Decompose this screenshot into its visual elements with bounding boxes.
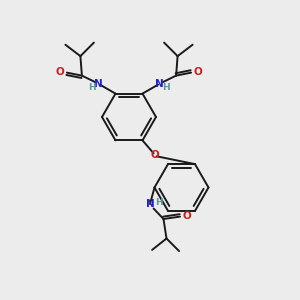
Text: H: H (88, 83, 96, 92)
Text: N: N (146, 199, 154, 209)
Text: H: H (162, 83, 170, 92)
Text: H: H (155, 198, 163, 207)
Text: N: N (155, 79, 164, 89)
Text: O: O (56, 67, 65, 77)
Text: O: O (182, 211, 191, 221)
Text: O: O (151, 150, 160, 160)
Text: O: O (193, 67, 202, 77)
Text: N: N (94, 79, 103, 89)
